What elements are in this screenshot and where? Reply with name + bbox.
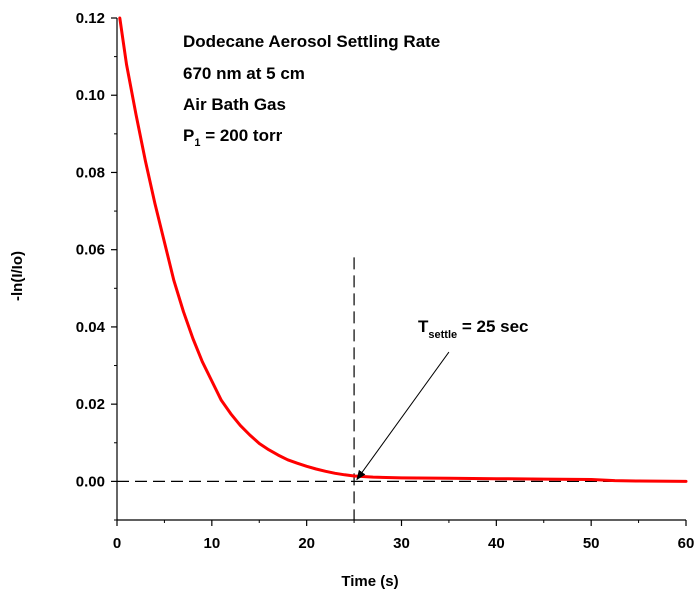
x-tick-label: 10 [203, 535, 220, 552]
y-tick-label: 0.12 [76, 10, 105, 27]
y-axis-title: -ln(I/Io) [9, 251, 26, 301]
x-axis-title: Time (s) [341, 573, 398, 590]
x-tick-label: 20 [298, 535, 315, 552]
annotation-title-line-1: Dodecane Aerosol Settling Rate [183, 32, 440, 51]
x-tick-label: 0 [113, 535, 121, 552]
annotation-title-line-2: 670 nm at 5 cm [183, 64, 305, 83]
y-tick-label: 0.04 [76, 319, 106, 336]
pressure-symbol: P [183, 126, 194, 145]
y-tick-label: 0.08 [76, 164, 105, 181]
settle-annotation-arrow [356, 351, 450, 481]
series-line-settling-curve [118, 16, 688, 483]
y-tick-label: 0.00 [76, 473, 105, 490]
annotation-settle-time: Tsettle = 25 sec [418, 317, 529, 341]
y-tick-label: 0.06 [76, 242, 105, 259]
y-tick-label: 0.10 [76, 87, 105, 104]
x-tick-label: 60 [678, 535, 695, 552]
x-tick-label: 50 [583, 535, 600, 552]
settle-value: = 25 sec [457, 317, 528, 336]
annotation-pressure: P1 = 200 torr [183, 126, 283, 149]
x-ticks: 0 10 20 30 40 50 60 [113, 520, 695, 552]
pressure-subscript: 1 [194, 137, 200, 149]
x-tick-label: 30 [393, 535, 410, 552]
y-tick-label: 0.02 [76, 396, 105, 413]
x-tick-label: 40 [488, 535, 505, 552]
settle-subscript: settle [428, 329, 457, 341]
annotation-title-line-3: Air Bath Gas [183, 95, 286, 114]
pressure-value: = 200 torr [200, 126, 282, 145]
y-ticks: 0.00 0.02 0.04 0.06 0.08 0.10 0.12 [76, 10, 117, 521]
settle-symbol: T [418, 317, 429, 336]
